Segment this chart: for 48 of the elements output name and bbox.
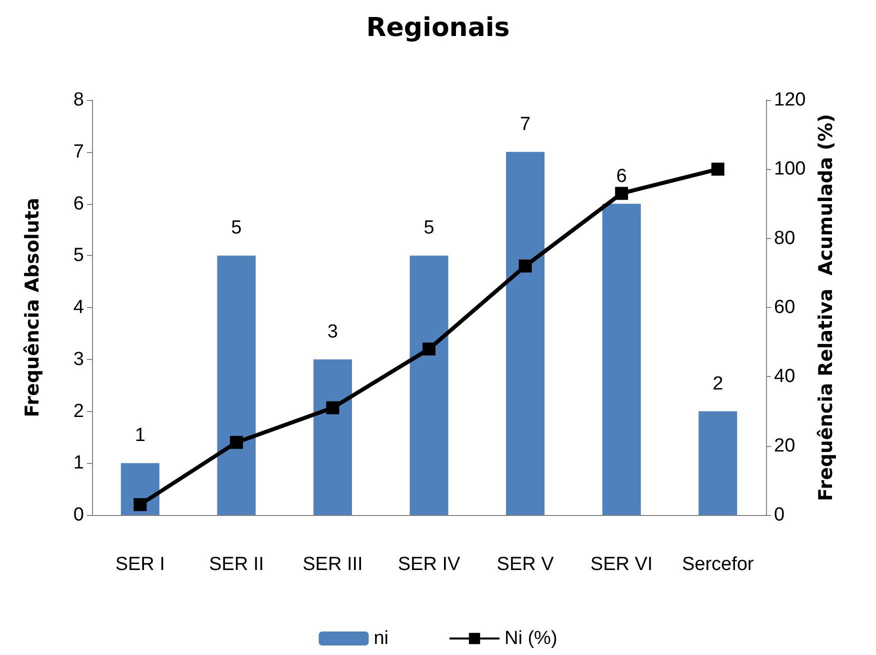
y2-tick-label: 20 [774,435,796,456]
x-tick-label: SER II [208,554,264,575]
y-tick-label: 4 [73,297,84,318]
y-tick-label: 8 [73,90,84,110]
y-tick-label: 2 [73,400,84,422]
x-tick-label: SER VI [590,554,653,575]
y-tick-label: 3 [73,348,84,370]
data-label: 5 [231,218,242,239]
y-tick-label: 1 [73,452,84,474]
x-tick-label: Sercefor [682,554,754,575]
bar [506,152,545,515]
y-tick-label: 7 [73,141,84,162]
chart-title: Regionais [366,13,510,43]
y2-tick-label: 0 [774,504,785,526]
x-tick-label: SER IV [398,554,460,575]
point [326,401,340,414]
bar [313,359,352,515]
legend-label: ni [374,628,389,649]
bar [217,256,256,515]
y2-tick-label: 120 [774,90,806,110]
legend-label: Ni (%) [504,628,558,649]
y-tick-label: 6 [73,193,84,214]
data-label: 2 [712,373,724,394]
data-label: 5 [424,218,434,239]
bar [410,256,448,515]
x-tick-label: SER V [496,554,554,575]
data-label: 3 [327,321,338,342]
point [422,342,436,356]
y2-tick-label: 40 [774,366,796,388]
point [134,498,147,512]
y2-tick-label: 80 [774,228,796,249]
data-label: 6 [616,166,627,187]
y2-tick-label: 100 [774,158,806,180]
y2-axis-title: Frequência Relativa Acumulada (%) [815,114,838,502]
point [518,260,532,272]
x-tick-label: SER I [115,554,165,575]
bar [602,204,641,515]
bar [698,411,738,515]
data-label: 1 [134,425,146,446]
x-tick-label: SER III [302,554,363,575]
y-tick-label: 5 [73,245,84,266]
data-label: 7 [520,114,531,135]
point [711,162,724,176]
point [230,436,243,449]
y-tick-label: 0 [73,504,84,526]
y-axis-title: Frequência Absoluta [22,198,44,418]
point [615,186,628,200]
y2-tick-label: 60 [774,297,796,318]
